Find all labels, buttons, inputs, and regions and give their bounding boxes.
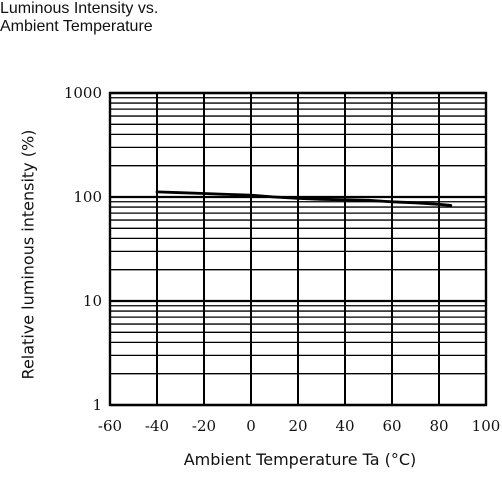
x-tick-label: -40 bbox=[145, 417, 169, 435]
series-line-0 bbox=[155, 190, 453, 207]
data-point bbox=[273, 196, 276, 198]
data-point bbox=[203, 192, 205, 195]
data-point bbox=[344, 198, 346, 201]
data-point bbox=[179, 191, 182, 194]
x-tick-label: 0 bbox=[246, 417, 256, 435]
data-point bbox=[438, 203, 440, 206]
plot-frame bbox=[108, 91, 488, 407]
x-tick-label: 80 bbox=[429, 417, 448, 435]
data-point bbox=[320, 198, 323, 201]
data-point bbox=[226, 193, 229, 196]
data-point bbox=[156, 191, 158, 193]
x-tick-label: -60 bbox=[98, 417, 122, 435]
series-layer bbox=[155, 190, 453, 207]
x-tick-label: 20 bbox=[288, 417, 307, 435]
y-tick-label: 10 bbox=[83, 292, 102, 310]
x-tick-label: 60 bbox=[382, 417, 401, 435]
y-tick-label: 1000 bbox=[64, 84, 102, 102]
data-point bbox=[414, 201, 417, 204]
major-gridlines bbox=[108, 91, 488, 407]
chart-title-line-2: Ambient Temperature bbox=[0, 18, 153, 35]
data-point bbox=[250, 194, 252, 197]
data-point bbox=[391, 200, 393, 203]
tick-labels: -60 -40 -20 0 20 40 60 80 100 1 10 100 1000 bbox=[64, 84, 501, 435]
data-point bbox=[367, 199, 370, 202]
x-tick-label: 40 bbox=[335, 417, 354, 435]
x-tick-label: 100 bbox=[472, 417, 501, 435]
y-tick-label: 1 bbox=[92, 396, 102, 414]
x-tick-label: -20 bbox=[192, 417, 216, 435]
chart-title-line-1: Luminous Intensity vs. bbox=[0, 0, 159, 17]
y-tick-label: 100 bbox=[73, 188, 102, 206]
x-axis-label: Ambient Temperature Ta (°C) bbox=[183, 450, 417, 469]
data-point bbox=[297, 197, 299, 200]
data-point bbox=[449, 204, 452, 207]
